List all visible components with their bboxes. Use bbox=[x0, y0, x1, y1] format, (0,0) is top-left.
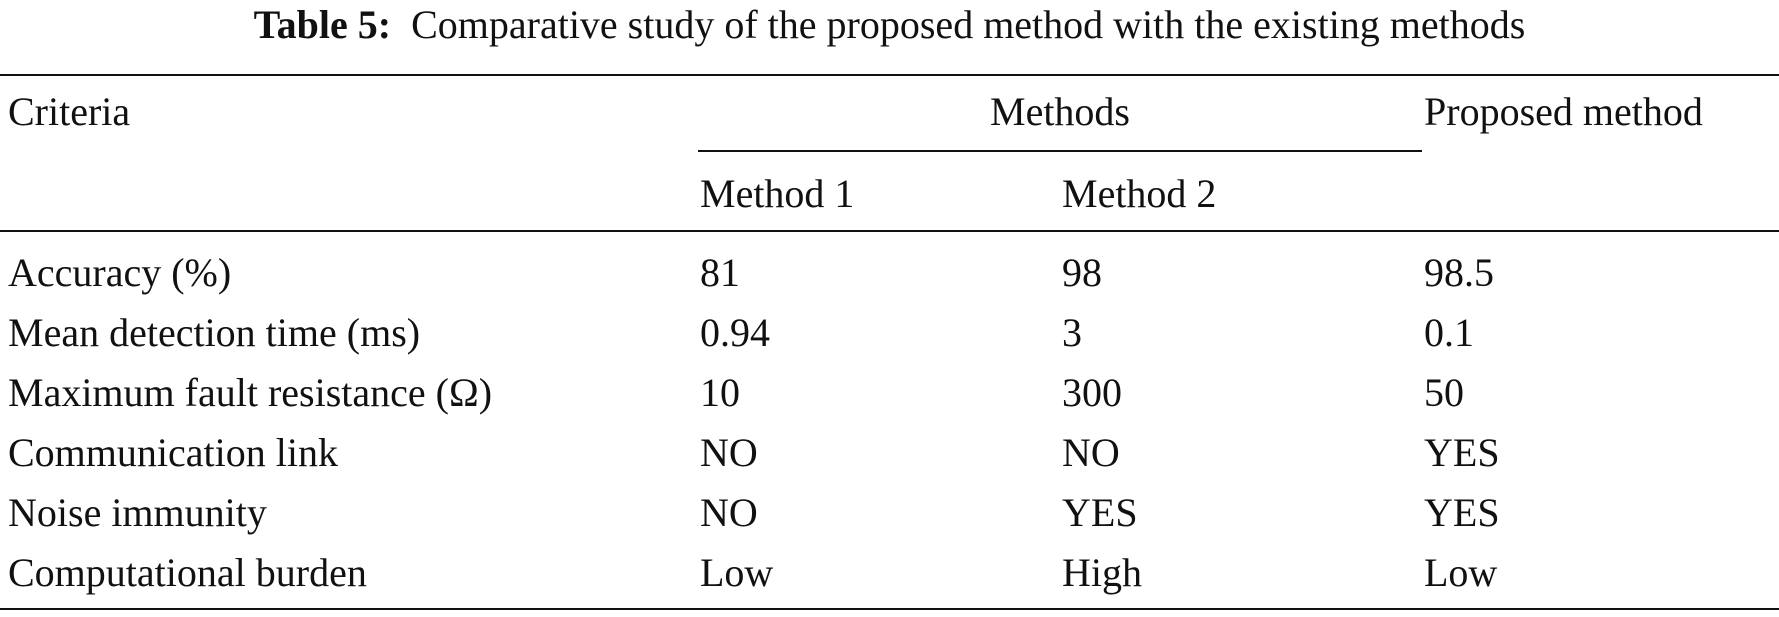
row-proposed: YES bbox=[1424, 430, 1500, 475]
row-criteria: Maximum fault resistance (Ω) bbox=[8, 370, 493, 415]
row-proposed: 0.1 bbox=[1424, 310, 1474, 355]
row-method-2: NO bbox=[1062, 430, 1120, 475]
row-method-1: Low bbox=[700, 550, 774, 595]
row-proposed: 50 bbox=[1424, 370, 1464, 415]
row-proposed: 98.5 bbox=[1424, 250, 1494, 295]
header-proposed-method: Proposed method bbox=[1424, 89, 1703, 134]
methods-group-rule bbox=[698, 150, 1422, 152]
row-method-1: NO bbox=[700, 490, 758, 535]
row-criteria: Computational burden bbox=[8, 550, 367, 595]
row-method-2: 98 bbox=[1062, 250, 1102, 295]
row-criteria: Communication link bbox=[8, 430, 338, 475]
caption-text: Comparative study of the proposed method… bbox=[411, 2, 1526, 47]
row-criteria: Accuracy (%) bbox=[8, 250, 232, 295]
row-criteria: Noise immunity bbox=[8, 490, 267, 535]
caption-label: Table 5: bbox=[253, 2, 392, 47]
row-criteria: Mean detection time (ms) bbox=[8, 310, 421, 355]
top-rule bbox=[0, 74, 1779, 76]
row-method-1: 0.94 bbox=[700, 310, 770, 355]
header-method-1: Method 1 bbox=[700, 171, 855, 216]
row-method-2: High bbox=[1062, 550, 1142, 595]
header-bottom-rule bbox=[0, 230, 1779, 232]
table-caption: Table 5: Comparative study of the propos… bbox=[0, 0, 1779, 50]
row-proposed: YES bbox=[1424, 490, 1500, 535]
row-method-2: 300 bbox=[1062, 370, 1122, 415]
header-criteria: Criteria bbox=[8, 89, 131, 134]
row-method-1: 10 bbox=[700, 370, 740, 415]
bottom-rule bbox=[0, 608, 1779, 610]
header-method-2: Method 2 bbox=[1062, 171, 1217, 216]
header-methods-group: Methods bbox=[990, 89, 1130, 134]
row-proposed: Low bbox=[1424, 550, 1498, 595]
row-method-1: NO bbox=[700, 430, 758, 475]
row-method-2: YES bbox=[1062, 490, 1138, 535]
row-method-1: 81 bbox=[700, 250, 740, 295]
row-method-2: 3 bbox=[1062, 310, 1082, 355]
